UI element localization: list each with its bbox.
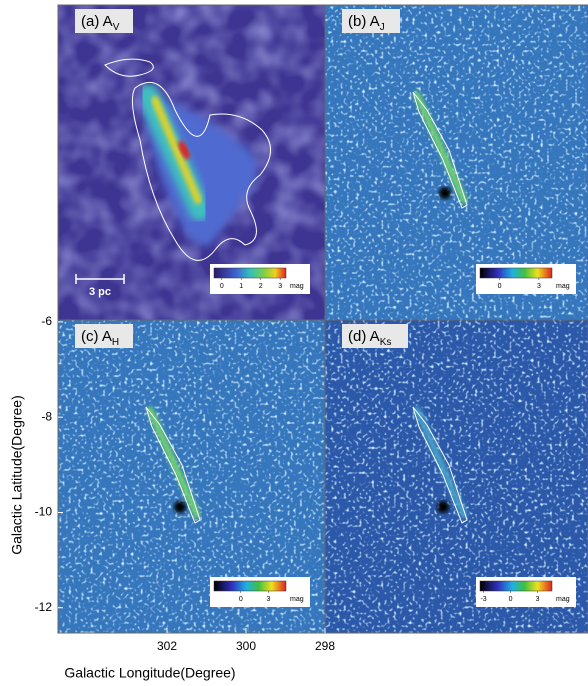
x-tick-label: 300 — [236, 639, 256, 653]
contour — [412, 406, 468, 524]
panel-label: (b) AJ — [348, 13, 385, 33]
y-tick-label: -10 — [35, 505, 53, 519]
colorbar-unit: mag — [556, 596, 570, 603]
panel-image — [58, 320, 325, 633]
colorbar-tick-label: 1 — [239, 283, 243, 290]
colorbar — [479, 580, 553, 592]
colorbar — [213, 267, 287, 279]
label-subscript: Ks — [380, 337, 392, 348]
filament-peak — [178, 140, 190, 160]
colorbar-tick-label: 3 — [267, 596, 271, 603]
panel: (b) AJ 0 3 mag — [324, 4, 588, 321]
filament — [413, 406, 468, 519]
colorbar-tick-label: 3 — [278, 283, 282, 290]
panel-image — [58, 5, 325, 320]
label-text: (c) A — [81, 328, 112, 345]
colorbar-unit: mag — [556, 283, 570, 290]
colorbar-tick-label: 2 — [259, 283, 263, 290]
label-box — [75, 9, 133, 33]
label-text: (d) A — [348, 328, 380, 345]
filament — [413, 91, 468, 204]
dark-spot — [437, 501, 449, 513]
colorbar — [213, 580, 287, 592]
panel: (d) AKs -3 0 3 mag — [324, 319, 588, 634]
frame — [324, 319, 588, 634]
colorbar-tick-label: 0 — [509, 596, 513, 603]
colorbar-tick-label: 0 — [220, 283, 224, 290]
y-axis-label: Galactic Latitude(Degree) — [9, 395, 25, 555]
dark-spot — [439, 187, 451, 199]
panel-label: (c) AH — [81, 328, 119, 348]
label-box — [342, 324, 408, 348]
y-tick-label: -12 — [35, 600, 53, 614]
panel: (c) AH 0 3 mag — [57, 319, 326, 634]
x-axis-label: Galactic Longitude(Degree) — [64, 665, 235, 681]
panel-image — [325, 5, 588, 320]
label-box — [342, 9, 400, 33]
colorbar-tick-label: 0 — [498, 283, 502, 290]
contour — [104, 58, 271, 261]
colorbar-unit: mag — [290, 283, 304, 290]
panel-label: (a) AV — [81, 13, 120, 33]
label-subscript: H — [112, 337, 119, 348]
label-subscript: V — [113, 22, 120, 33]
label-subscript: J — [380, 22, 385, 33]
label-text: (a) A — [81, 13, 113, 30]
dark-spot — [174, 501, 186, 513]
label-text: (b) A — [348, 13, 380, 30]
colorbar-tick-label: 0 — [239, 596, 243, 603]
y-tick-label: -8 — [41, 409, 52, 423]
filament-core — [151, 96, 202, 204]
filament — [146, 406, 201, 519]
panel: (a) AV 3 pc 0 1 2 3 mag — [57, 4, 326, 321]
panel-label: (d) AKs — [348, 328, 391, 348]
contour — [145, 406, 201, 524]
colorbar-unit: mag — [290, 596, 304, 603]
label-box — [75, 324, 133, 348]
colorbar-tick-label: -3 — [480, 596, 486, 603]
colorbar-tick-label: 3 — [536, 596, 540, 603]
x-tick-label: 302 — [157, 639, 177, 653]
x-tick-label: 298 — [315, 639, 335, 653]
colorbar-tick-label: 3 — [537, 283, 541, 290]
colorbar — [479, 267, 553, 279]
y-tick-label: -6 — [41, 314, 52, 328]
scale-bar-label: 3 pc — [89, 286, 111, 298]
contour — [412, 91, 468, 209]
